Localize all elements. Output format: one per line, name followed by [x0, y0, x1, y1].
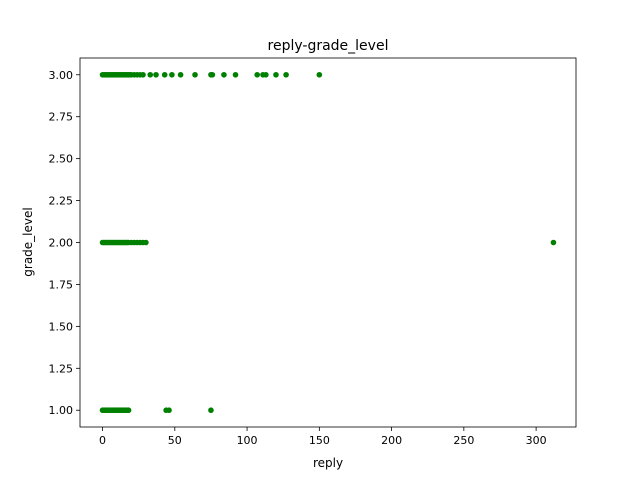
data-point	[254, 71, 260, 78]
data-point	[125, 407, 132, 414]
x-tick-label: 200	[381, 434, 402, 447]
data-point	[316, 71, 323, 78]
data-point	[143, 239, 149, 246]
y-tick-label: 2.50	[49, 153, 74, 166]
x-tick-label: 100	[237, 434, 258, 447]
data-point	[177, 71, 184, 78]
x-tick-label: 0	[99, 434, 106, 447]
data-point	[263, 71, 269, 78]
y-tick-label: 1.75	[49, 278, 74, 291]
y-tick-label: 1.50	[49, 320, 74, 333]
tick-layer: 0 50 100 150 200 250 300 1.00 1.25 1.50 1.75 2.00 2.…	[49, 69, 547, 447]
y-tick-label: 1.00	[49, 404, 74, 417]
data-point	[140, 71, 146, 78]
y-tick-label: 2.75	[49, 111, 74, 124]
data-point	[550, 239, 557, 246]
x-axis-label: reply	[313, 456, 343, 470]
chart-title: reply-grade_level	[268, 38, 389, 54]
y-tick-label: 2.00	[49, 237, 74, 250]
y-tick-label: 1.25	[49, 362, 74, 375]
data-points	[99, 71, 557, 414]
x-tick-label: 150	[309, 434, 330, 447]
data-point	[208, 407, 214, 414]
data-point	[273, 71, 279, 78]
x-tick-label: 300	[526, 434, 547, 447]
x-tick-label: 50	[168, 434, 182, 447]
y-tick-label: 2.25	[49, 195, 74, 208]
data-point	[209, 71, 216, 78]
plot-frame	[79, 57, 577, 428]
data-point	[161, 71, 168, 78]
data-point	[221, 71, 227, 78]
data-point	[153, 71, 159, 78]
data-point	[147, 71, 154, 78]
data-point	[232, 71, 239, 78]
data-point	[283, 71, 289, 78]
data-point	[166, 407, 172, 414]
data-point	[169, 71, 175, 78]
x-tick-label: 250	[453, 434, 474, 447]
data-point	[192, 71, 198, 78]
y-tick-label: 3.00	[49, 69, 74, 82]
y-axis-label: grade_level	[21, 207, 35, 276]
